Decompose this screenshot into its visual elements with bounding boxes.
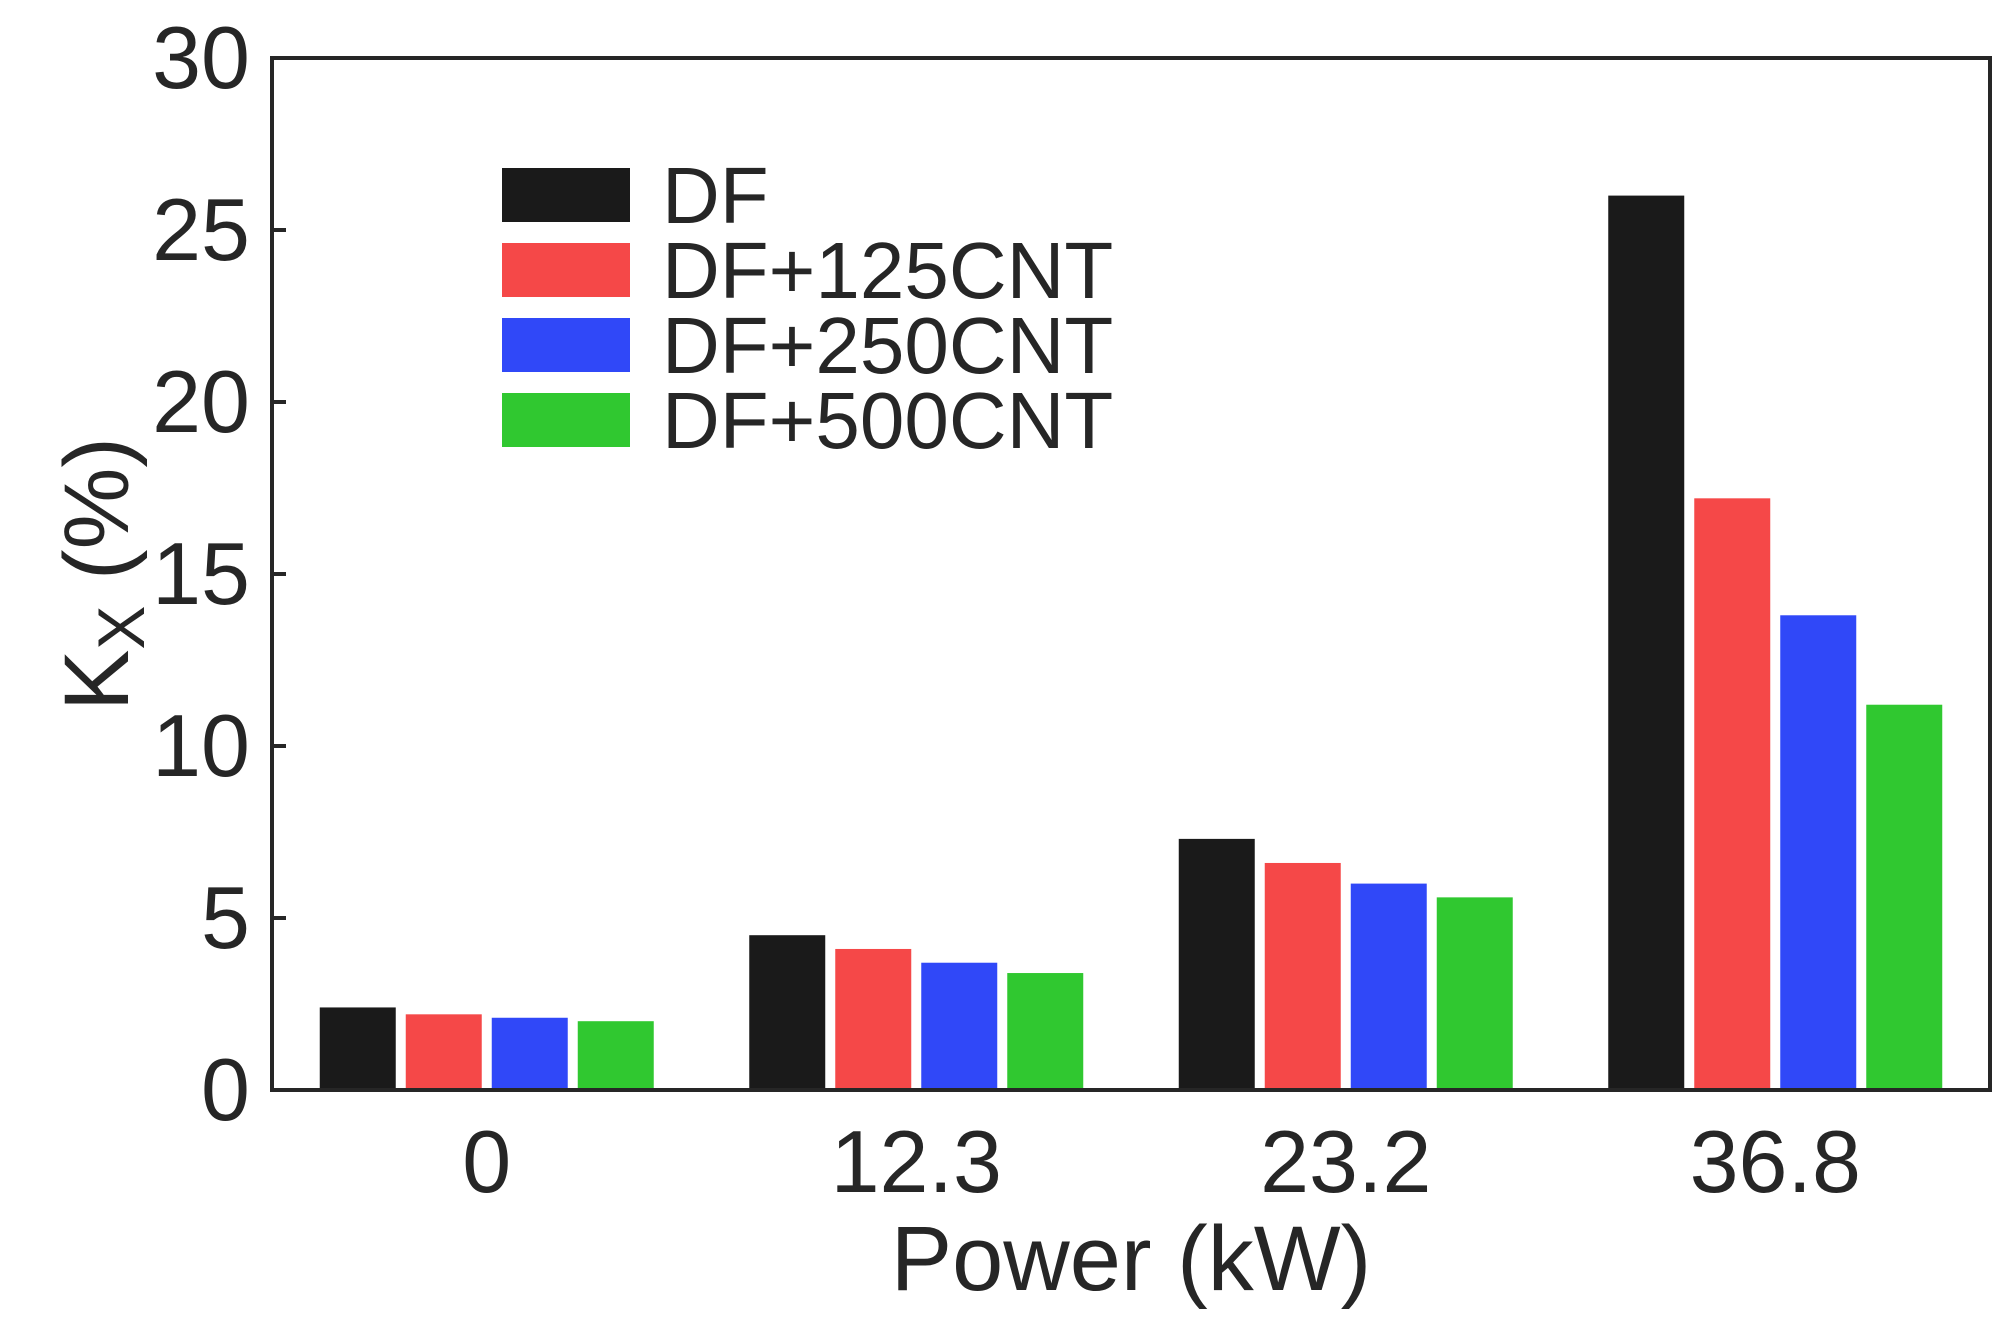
bar-df-500cnt-36-8: [1866, 704, 1943, 1090]
x-axis-label: Power (kW): [891, 1208, 1371, 1310]
bar-df-250cnt-12-3: [921, 962, 998, 1090]
legend-swatch: [502, 168, 630, 222]
y-tick-label: 0: [201, 1040, 250, 1139]
y-tick-label: 10: [152, 696, 250, 795]
bar-df-0: [319, 1007, 396, 1090]
y-tick-label: 30: [152, 8, 250, 107]
legend-label: DF: [662, 151, 769, 240]
legend-label: DF+250CNT: [662, 301, 1113, 390]
bar-df-500cnt-0: [577, 1021, 654, 1090]
y-tick-label: 5: [201, 868, 250, 967]
bar-df-500cnt-12-3: [1007, 973, 1084, 1090]
y-tick-label: 20: [152, 352, 250, 451]
x-tick-label: 0: [462, 1112, 511, 1211]
bar-df-125cnt-0: [405, 1014, 482, 1090]
bars-layer: [319, 195, 1943, 1091]
bar-df-500cnt-23-2: [1436, 897, 1513, 1090]
bar-df-250cnt-23-2: [1350, 883, 1427, 1090]
y-axis-label-subscript: X: [84, 606, 158, 650]
bar-df-250cnt-0: [491, 1017, 568, 1090]
y-axis-label-unit: (%): [46, 437, 148, 606]
legend-swatch: [502, 243, 630, 297]
legend-swatch: [502, 318, 630, 372]
bar-df-36-8: [1608, 195, 1685, 1091]
x-tick-label: 12.3: [831, 1112, 1002, 1211]
x-tick-label: 23.2: [1260, 1112, 1431, 1211]
bar-df-23-2: [1178, 838, 1255, 1090]
legend-label: DF+125CNT: [662, 226, 1113, 315]
y-axis-label-main: K: [46, 650, 148, 711]
y-tick-label: 25: [152, 180, 250, 279]
bar-df-125cnt-36-8: [1694, 498, 1771, 1090]
bar-df-250cnt-36-8: [1780, 615, 1857, 1090]
bar-df-125cnt-12-3: [835, 948, 912, 1090]
y-axis-label: KX (%): [46, 437, 158, 711]
y-tick-label: 15: [152, 524, 250, 623]
legend-swatch: [502, 393, 630, 447]
x-axis-ticks: 0 12.3 23.2 36.8: [462, 1112, 1861, 1211]
bar-df-12-3: [749, 935, 826, 1090]
x-tick-label: 36.8: [1690, 1112, 1861, 1211]
legend-label: DF+500CNT: [662, 376, 1113, 465]
bar-df-125cnt-23-2: [1264, 862, 1341, 1090]
y-axis-ticks: 0 5 10 15 20 25 30: [152, 8, 286, 1139]
